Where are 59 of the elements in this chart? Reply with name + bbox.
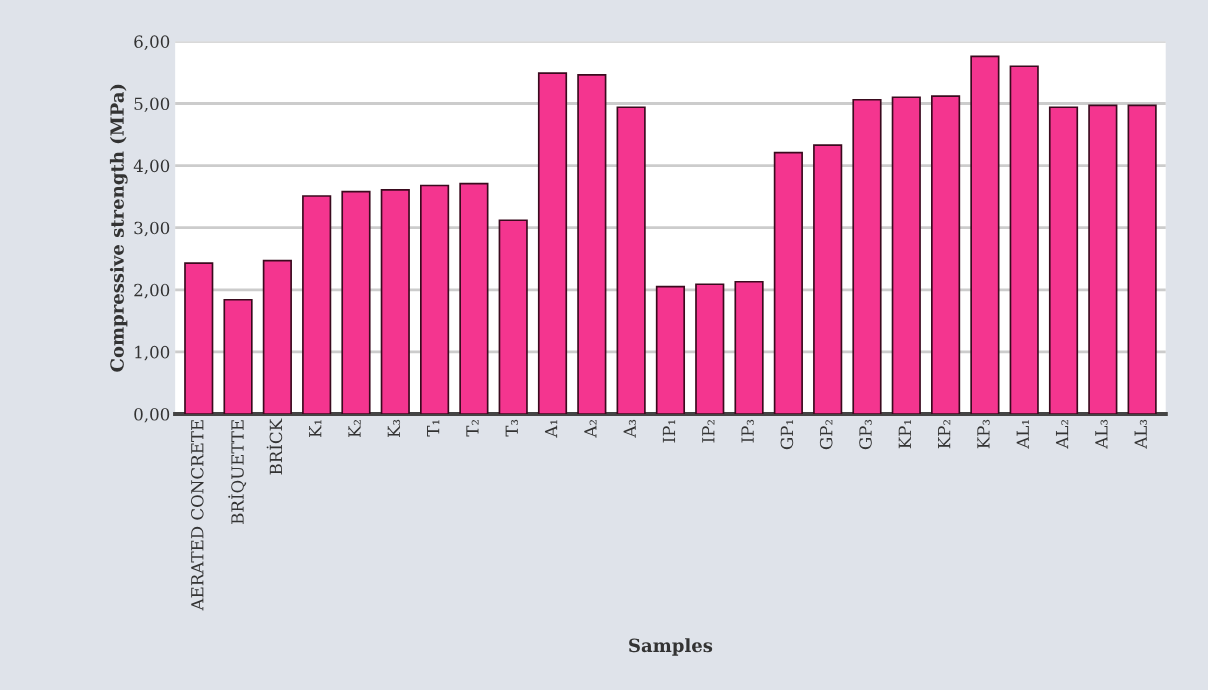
bar: [577, 74, 607, 414]
bar: [1127, 104, 1157, 414]
x-tick-label: BRİQUETTE: [228, 420, 247, 524]
x-tick-label: AL₂: [1055, 419, 1069, 449]
bar: [498, 219, 528, 414]
x-tick-label: GP₁: [780, 420, 794, 450]
bar: [341, 190, 371, 414]
x-tick-label: BRİCK: [266, 418, 283, 475]
x-tick-label: A₁: [544, 420, 558, 438]
x-tick-label: AERATED CONCRETE: [190, 420, 204, 611]
x-tick-label: KP₁: [898, 420, 911, 449]
bar: [262, 259, 292, 414]
x-tick-label: AL₃: [1095, 419, 1108, 449]
x-tick-label: KP₂: [938, 419, 951, 449]
x-axis-title: Samples: [629, 638, 713, 656]
y-tick-label: 3,00: [134, 221, 170, 237]
bar: [537, 72, 568, 414]
bar: [616, 106, 646, 414]
x-tick-label: K₃: [387, 419, 401, 438]
y-tick-label: 4,00: [133, 159, 170, 175]
x-tick-label: IP₂: [702, 419, 715, 443]
y-tick-label: 5,00: [134, 97, 170, 113]
bar: [734, 280, 764, 414]
bar: [380, 188, 410, 414]
bar: [970, 55, 1000, 414]
bar: [1009, 65, 1039, 414]
bar: [459, 182, 489, 414]
x-tick-label: K₂: [348, 419, 361, 438]
bar: [773, 151, 803, 414]
bar: [184, 262, 214, 414]
x-tick-label: GP₂: [819, 419, 833, 450]
bar: [419, 184, 450, 414]
x-tick-label: KP₃: [977, 419, 990, 449]
bar: [695, 283, 725, 414]
y-axis-title: Compressive strength (MPa): [109, 84, 128, 372]
bar: [931, 95, 961, 414]
x-tick-label: A₂: [584, 419, 597, 438]
x-tick-label: A₃: [623, 419, 636, 438]
x-tick-label: IP₃: [741, 419, 754, 443]
bar: [223, 298, 253, 414]
y-tick-label: 0,00: [134, 407, 170, 423]
bar: [852, 98, 882, 414]
bar: [655, 285, 686, 414]
y-tick-label: 1,00: [135, 345, 170, 361]
bar: [1088, 104, 1118, 414]
y-tick-label: 6,00: [134, 35, 170, 50]
x-tick-label: T₁: [427, 420, 440, 437]
bar: [302, 195, 332, 414]
bar: [1048, 106, 1079, 414]
x-tick-label: AL₁: [1016, 420, 1029, 449]
x-tick-label: GP₃: [859, 419, 872, 450]
y-tick-label: 2,00: [134, 283, 170, 299]
bar: [891, 96, 921, 414]
x-tick-label: T₃: [505, 419, 518, 437]
x-tick-label: K₁: [309, 420, 322, 438]
x-tick-label: IP₁: [662, 420, 676, 443]
x-tick-label: T₂: [466, 419, 479, 437]
bar: [813, 144, 843, 414]
x-tick-label: AL₃: [1134, 419, 1147, 449]
